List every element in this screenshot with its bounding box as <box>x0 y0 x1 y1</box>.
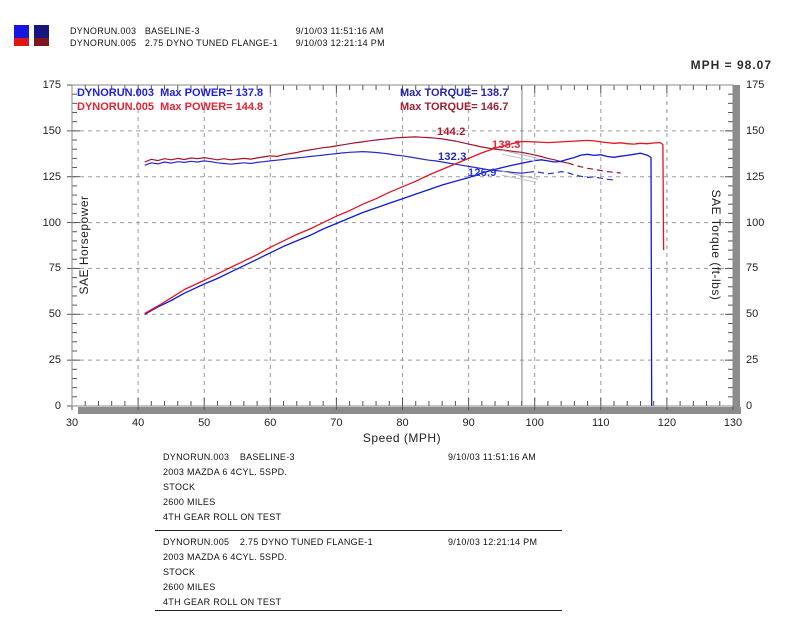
footer1-timestamp: 9/10/03 11:51:16 AM <box>448 452 537 462</box>
speed-tick-label: 30 <box>65 417 79 429</box>
hp-axis-title: SAE Horsepower <box>77 195 91 295</box>
hp-tick-label: 50 <box>48 308 61 321</box>
speed-tick-label: 130 <box>723 417 743 429</box>
curve-torque_dynorun003 <box>144 151 529 174</box>
annotation-leader <box>501 149 539 159</box>
hp-tick-label: 0 <box>54 400 61 412</box>
footer1-line-miles: 2600 MILES <box>163 497 216 507</box>
torque-tick-label: 150 <box>746 124 765 137</box>
plot-shadow-right <box>733 85 740 414</box>
footer1-title-line: DYNORUN.003 BASELINE-3 <box>163 452 295 462</box>
footer2-file: DYNORUN.005 <box>163 537 230 547</box>
footer1-file: DYNORUN.003 <box>163 452 230 462</box>
hp-tick-label: 25 <box>48 354 61 367</box>
speed-tick-label: 70 <box>330 417 343 429</box>
power-color-swatch <box>14 25 29 46</box>
footer-divider-1 <box>155 530 562 531</box>
speed-tick-label: 60 <box>264 417 277 429</box>
curve-torque_dynorun005 <box>144 136 568 164</box>
torque-tick-label: 0 <box>746 400 753 412</box>
hp-tick-label: 150 <box>42 124 61 137</box>
hp-tick-label: 75 <box>48 262 61 275</box>
curve-power_dynorun003 <box>144 152 653 407</box>
cursor-value-torque-005: 138.3 <box>492 139 521 151</box>
run1-desc: BASELINE-3 <box>144 26 200 36</box>
footer2-line-test: 4TH GEAR ROLL ON TEST <box>163 597 282 607</box>
torque-tick-label: 25 <box>746 354 759 367</box>
hp-tick-label: 175 <box>42 79 61 91</box>
curve-torque_dynorun005-tail <box>567 162 621 174</box>
footer2-line-config: STOCK <box>163 567 196 577</box>
torque-swatch-run2 <box>34 38 49 46</box>
legend2-torque: Max TORQUE= 146.7 <box>400 101 509 113</box>
speed-axis-title: Speed (MPH) <box>362 431 442 445</box>
torque-tick-label: 125 <box>746 170 765 183</box>
annotation-leader <box>501 153 537 162</box>
speed-tick-label: 40 <box>131 417 145 429</box>
torque-color-swatch <box>34 25 49 46</box>
footer1-line-vehicle: 2003 MAZDA 6 4CYL. 5SPD. <box>163 467 288 477</box>
annotation-leader <box>501 170 539 180</box>
footer-divider-2 <box>155 610 562 611</box>
footer1-line-test: 4TH GEAR ROLL ON TEST <box>163 512 282 522</box>
footer2-title-line: DYNORUN.005 2.75 DYNO TUNED FLANGE-1 <box>163 537 373 547</box>
hp-tick-label: 100 <box>42 216 61 229</box>
footer1-line-config: STOCK <box>163 482 196 492</box>
legend1-torque: Max TORQUE= 138.7 <box>400 87 509 99</box>
speed-tick-label: 100 <box>525 417 544 429</box>
cursor-value-power-005: 144.2 <box>437 126 466 138</box>
run1-file: DYNORUN.003 <box>70 26 137 36</box>
cursor-value-power-003: 132.3 <box>438 151 467 163</box>
plot-shadow-bottom <box>78 407 741 414</box>
torque-axis-title: SAE Torque (ft-lbs) <box>709 189 723 301</box>
footer2-line-vehicle: 2003 MAZDA 6 4CYL. 5SPD. <box>163 552 288 562</box>
run1-timestamp: 9/10/03 11:51:16 AM <box>295 26 384 36</box>
power-swatch-run2 <box>14 38 29 46</box>
speed-tick-label: 110 <box>592 417 610 429</box>
run2-file: DYNORUN.005 <box>70 38 137 48</box>
cursor-mph-readout: MPH = 98.07 <box>690 58 772 72</box>
footer2-line-miles: 2600 MILES <box>163 582 216 592</box>
curve-torque_dynorun003-tail <box>528 171 615 181</box>
cursor-value-torque-003: 126.9 <box>468 167 497 179</box>
speed-tick-label: 80 <box>396 417 409 429</box>
hp-tick-label: 125 <box>42 170 61 183</box>
torque-tick-label: 50 <box>746 308 759 321</box>
speed-tick-label: 90 <box>462 417 475 429</box>
header-run-2: DYNORUN.005 2.75 DYNO TUNED FLANGE-1 9/1… <box>70 38 385 48</box>
torque-tick-label: 75 <box>746 262 759 275</box>
annotation-leader <box>501 174 537 183</box>
speed-tick-label: 50 <box>198 417 211 429</box>
speed-tick-label: 120 <box>657 417 677 429</box>
run2-timestamp: 9/10/03 12:21:14 PM <box>295 38 385 48</box>
footer1-desc: BASELINE-3 <box>239 452 295 462</box>
footer2-timestamp: 9/10/03 12:21:14 PM <box>448 537 538 547</box>
curve-power_dynorun005 <box>144 139 665 314</box>
power-swatch-run1 <box>14 25 29 38</box>
torque-swatch-run1 <box>34 25 49 38</box>
legend2-file-power: DYNORUN.005 Max POWER= 144.8 <box>77 101 264 113</box>
legend1-file-power: DYNORUN.003 Max POWER= 137.8 <box>77 87 264 99</box>
plot-border <box>71 84 734 407</box>
footer2-desc: 2.75 DYNO TUNED FLANGE-1 <box>239 537 373 547</box>
run2-desc: 2.75 DYNO TUNED FLANGE-1 <box>144 38 278 48</box>
torque-tick-label: 175 <box>746 79 765 91</box>
torque-tick-label: 100 <box>746 216 765 229</box>
header-run-1: DYNORUN.003 BASELINE-3 9/10/03 11:51:16 … <box>70 26 384 36</box>
